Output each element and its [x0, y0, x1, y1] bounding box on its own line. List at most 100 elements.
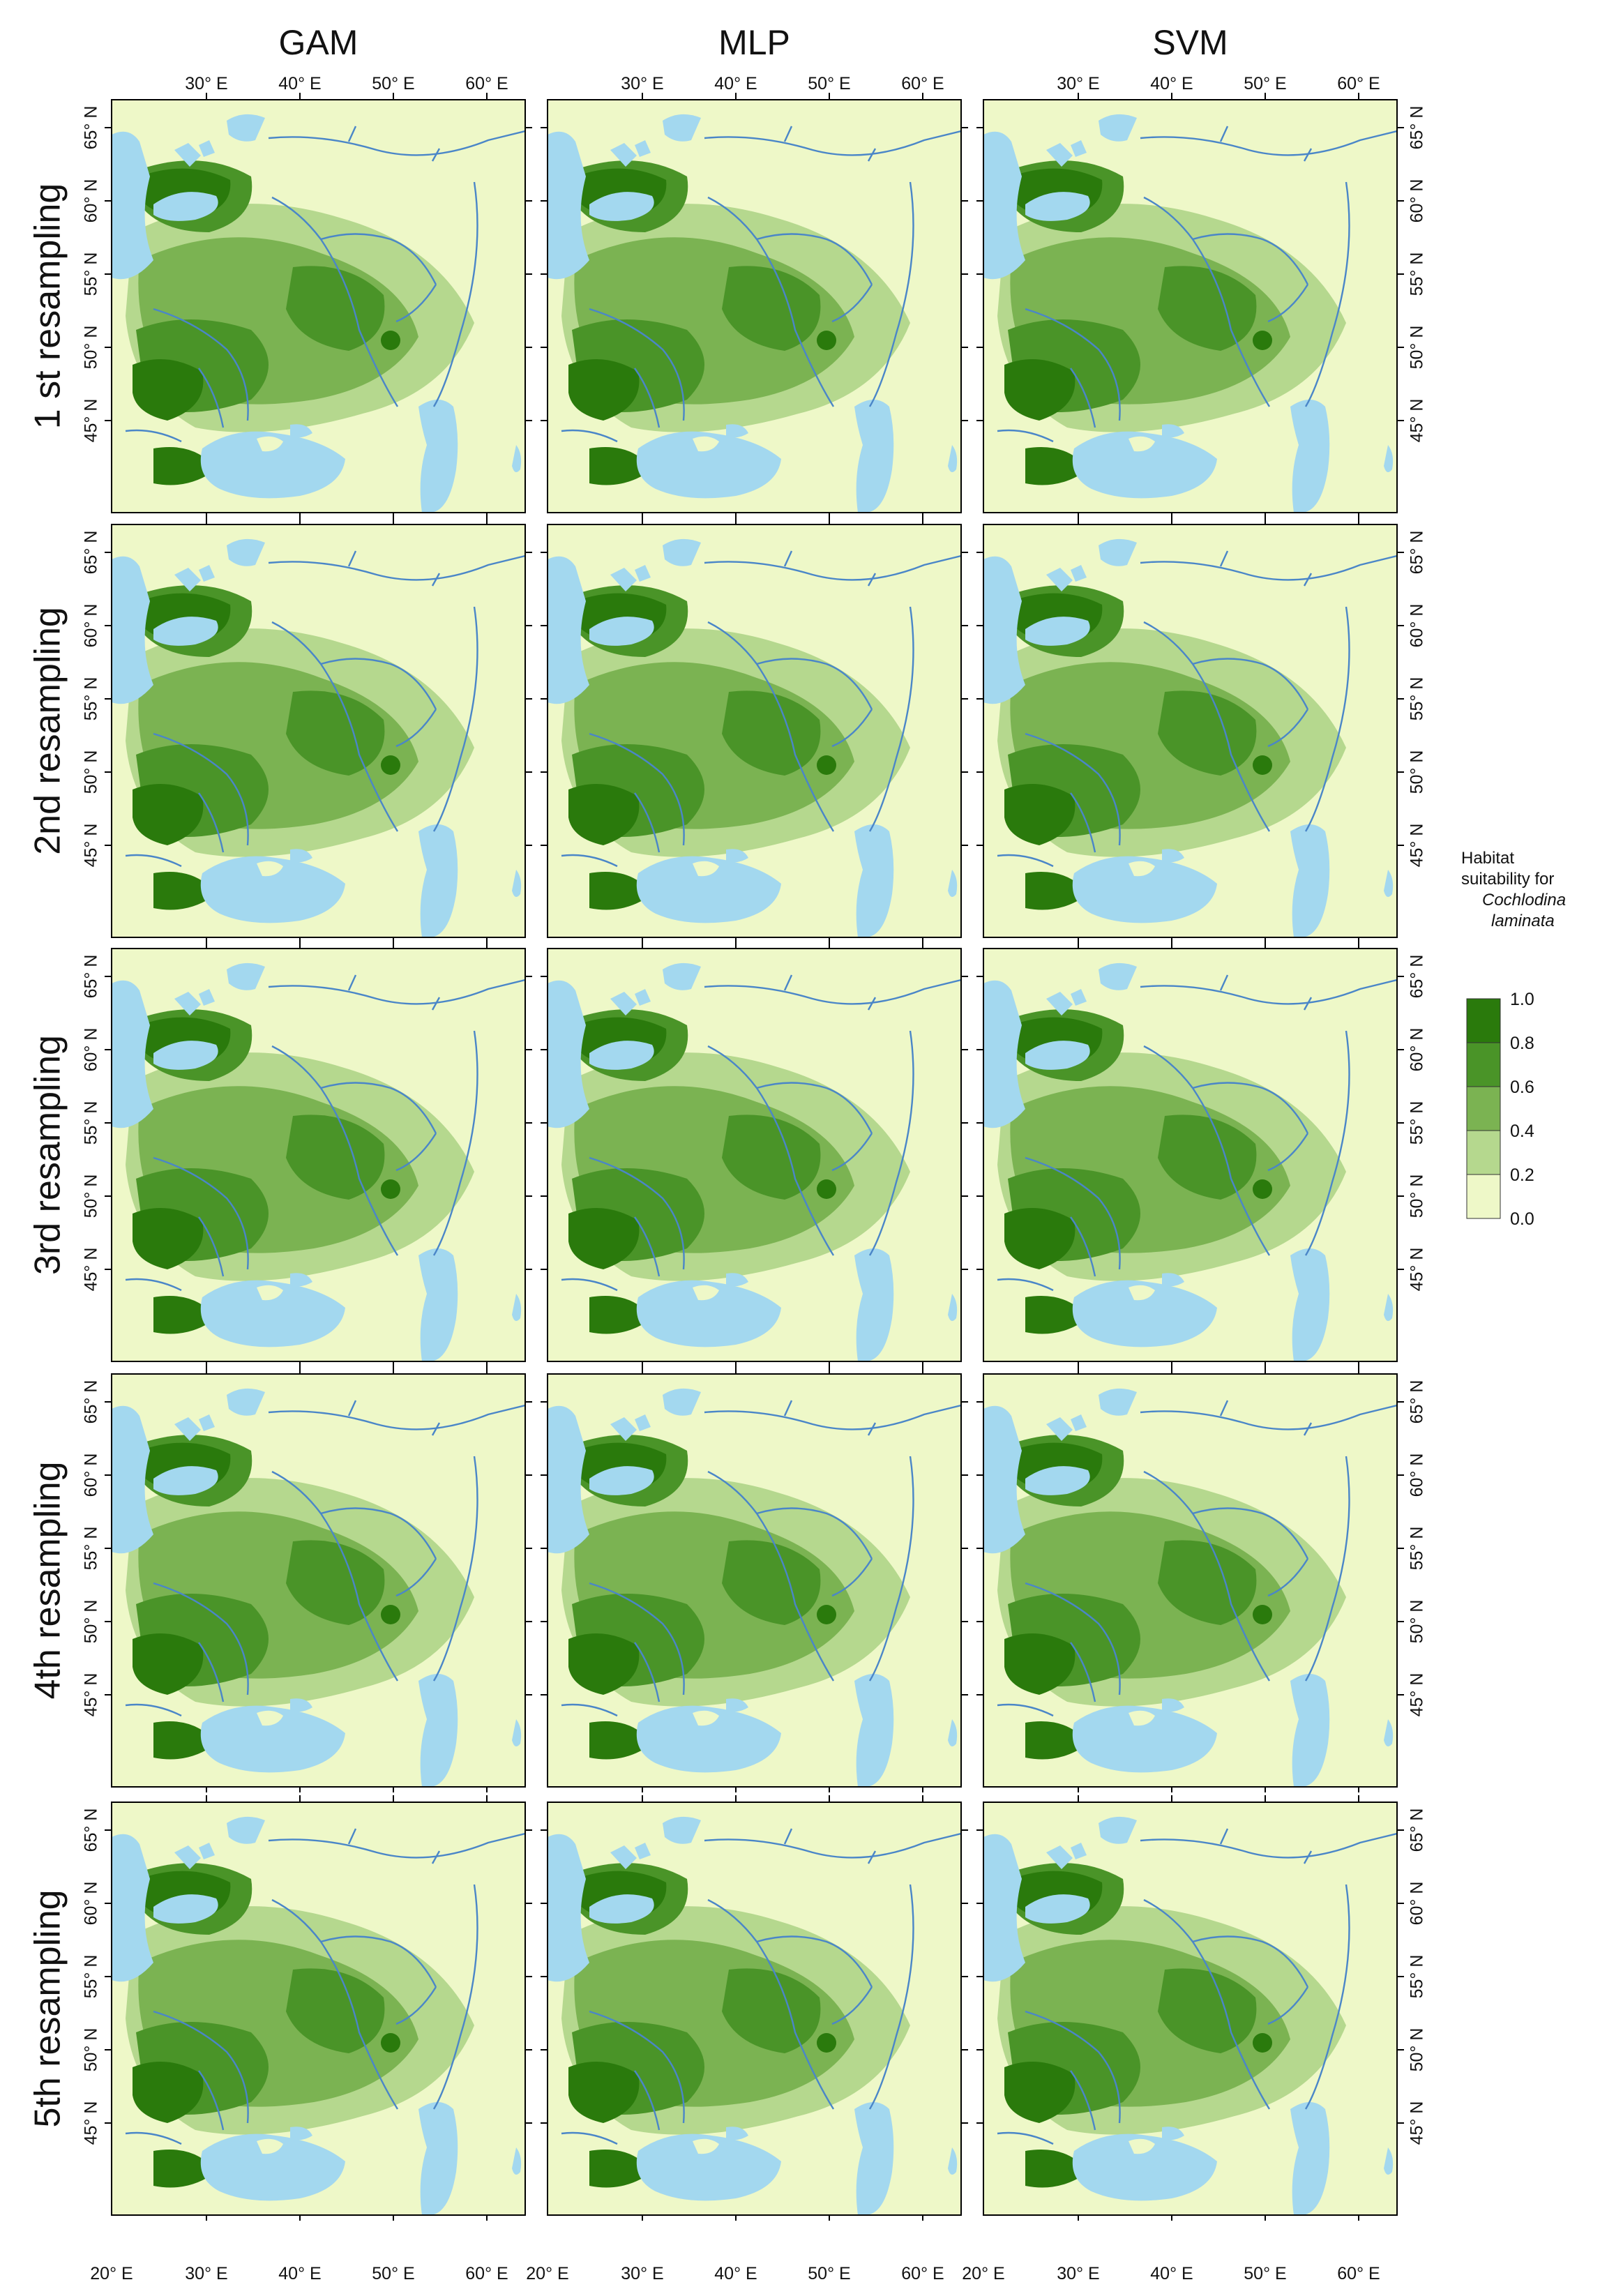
row-title-2: 2nd resampling: [28, 607, 68, 855]
lat-label-right: 65° N: [1407, 106, 1427, 150]
lat-label-right: 60° N: [1407, 1882, 1427, 1926]
lat-label-left: 50° N: [82, 2028, 101, 2072]
map-panel-mlp-4: [548, 1374, 961, 1787]
lon-label-top: 60° E: [901, 74, 944, 93]
lon-label-bottom: 30° E: [185, 2264, 227, 2283]
legend-title-2: suitability for: [1461, 870, 1554, 889]
lat-label-right: 50° N: [1407, 1600, 1427, 1644]
lon-label-bottom: 50° E: [372, 2264, 414, 2283]
lat-label-right: 65° N: [1407, 955, 1427, 999]
lon-label-top: 40° E: [278, 74, 321, 93]
lat-label-left: 50° N: [82, 1600, 101, 1644]
lon-label-top: 50° E: [372, 74, 414, 93]
lon-label-bottom: 40° E: [714, 2264, 757, 2283]
lon-label-top: 30° E: [621, 74, 663, 93]
legend-swatch: [1466, 1042, 1501, 1087]
lon-label-top: 60° E: [1337, 74, 1380, 93]
lon-label-bottom: 20° E: [526, 2264, 568, 2283]
map-panel-gam-3: [112, 949, 525, 1361]
legend-species: Cochlodina: [1482, 891, 1566, 909]
lon-label-bottom: 30° E: [1057, 2264, 1099, 2283]
lon-label-bottom: 20° E: [90, 2264, 133, 2283]
lat-label-right: 45° N: [1407, 1248, 1427, 1292]
lat-label-left: 45° N: [82, 1248, 101, 1292]
lat-label-right: 50° N: [1407, 326, 1427, 370]
map-panel-gam-4: [112, 1374, 525, 1787]
lon-label-bottom: 60° E: [465, 2264, 508, 2283]
legend-swatch: [1466, 1130, 1501, 1175]
legend-swatch: [1466, 1086, 1501, 1131]
lat-label-right: 55° N: [1407, 1955, 1427, 1999]
lat-label-left: 55° N: [82, 252, 101, 296]
lon-label-bottom: 40° E: [278, 2264, 321, 2283]
map-panel-gam-5: [112, 1802, 525, 2215]
lat-label-left: 50° N: [82, 750, 101, 794]
map-panel-svm-2: [983, 524, 1397, 937]
column-title-svm: SVM: [1152, 23, 1228, 62]
legend-tick-label: 0.8: [1510, 1034, 1534, 1053]
lon-label-top: 30° E: [1057, 74, 1099, 93]
lat-label-left: 60° N: [82, 1882, 101, 1926]
map-panel-svm-5: [983, 1802, 1397, 2215]
lon-label-top: 50° E: [808, 74, 850, 93]
lon-label-top: 40° E: [714, 74, 757, 93]
lat-label-right: 45° N: [1407, 399, 1427, 443]
lat-label-left: 60° N: [82, 1453, 101, 1497]
row-title-4: 4th resampling: [28, 1461, 68, 1699]
lat-label-left: 65° N: [82, 531, 101, 575]
lat-label-right: 55° N: [1407, 677, 1427, 721]
lon-label-bottom: 50° E: [808, 2264, 850, 2283]
lat-label-right: 65° N: [1407, 531, 1427, 575]
map-panel-svm-3: [983, 949, 1397, 1361]
lat-label-right: 55° N: [1407, 1527, 1427, 1571]
lat-label-left: 55° N: [82, 1101, 101, 1145]
lon-label-bottom: 50° E: [1244, 2264, 1286, 2283]
lat-label-left: 50° N: [82, 1175, 101, 1218]
lat-label-right: 55° N: [1407, 252, 1427, 296]
lat-label-right: 50° N: [1407, 750, 1427, 794]
legend-tick-label: 1.0: [1510, 990, 1534, 1009]
column-title-mlp: MLP: [718, 23, 790, 62]
legend-swatch: [1466, 1174, 1501, 1219]
map-panel-gam-2: [112, 524, 525, 937]
column-title-gam: GAM: [279, 23, 359, 62]
lat-label-right: 50° N: [1407, 1175, 1427, 1218]
map-panel-mlp-3: [548, 949, 961, 1361]
lon-label-bottom: 60° E: [1337, 2264, 1380, 2283]
lat-label-right: 45° N: [1407, 2101, 1427, 2145]
map-panel-mlp-1: [548, 100, 961, 513]
row-title-5: 5th resampling: [28, 1889, 68, 2127]
lon-label-bottom: 60° E: [901, 2264, 944, 2283]
lon-label-bottom: 40° E: [1150, 2264, 1193, 2283]
lon-label-top: 40° E: [1150, 74, 1193, 93]
lat-label-right: 65° N: [1407, 1808, 1427, 1852]
lat-label-left: 65° N: [82, 955, 101, 999]
lat-label-left: 55° N: [82, 1955, 101, 1999]
lat-label-left: 45° N: [82, 1673, 101, 1717]
lat-label-left: 45° N: [82, 399, 101, 443]
lat-label-right: 60° N: [1407, 1453, 1427, 1497]
lat-label-right: 55° N: [1407, 1101, 1427, 1145]
legend-tick-label: 0.0: [1510, 1209, 1534, 1229]
lat-label-left: 55° N: [82, 677, 101, 721]
lat-label-left: 60° N: [82, 179, 101, 223]
legend-title: Habitat: [1461, 849, 1514, 868]
lat-label-left: 55° N: [82, 1527, 101, 1571]
legend-tick-label: 0.2: [1510, 1165, 1534, 1185]
legend-tick-label: 0.6: [1510, 1078, 1534, 1097]
lat-label-left: 60° N: [82, 1028, 101, 1072]
lon-label-bottom: 20° E: [962, 2264, 1004, 2283]
lat-label-right: 65° N: [1407, 1380, 1427, 1424]
lat-label-left: 50° N: [82, 326, 101, 370]
legend-swatch: [1466, 998, 1501, 1043]
map-panel-svm-1: [983, 100, 1397, 513]
lat-label-right: 60° N: [1407, 179, 1427, 223]
map-panel-svm-4: [983, 1374, 1397, 1787]
lat-label-right: 45° N: [1407, 1673, 1427, 1717]
lat-label-left: 65° N: [82, 106, 101, 150]
lat-label-right: 45° N: [1407, 824, 1427, 868]
lat-label-left: 65° N: [82, 1380, 101, 1424]
lon-label-top: 50° E: [1244, 74, 1286, 93]
lon-label-top: 60° E: [465, 74, 508, 93]
